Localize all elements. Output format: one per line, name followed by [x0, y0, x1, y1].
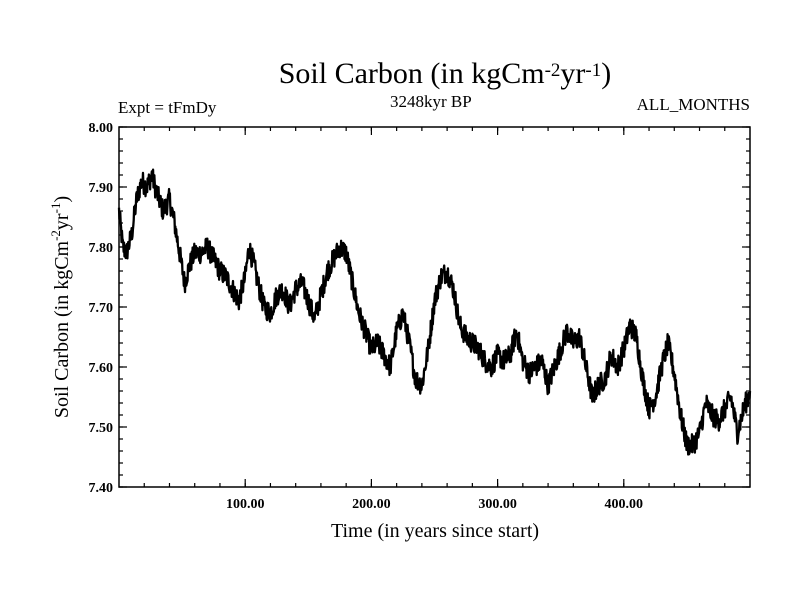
- experiment-label: Expt = tFmDy: [118, 98, 217, 117]
- y-tick-label: 8.00: [89, 121, 114, 136]
- subtitle: 3248kyr BP: [390, 92, 472, 111]
- x-axis-label: Time (in years since start): [331, 520, 539, 542]
- y-tick-label: 7.50: [89, 421, 114, 436]
- y-tick-label: 7.90: [89, 181, 114, 196]
- y-tick-label: 7.40: [89, 481, 114, 496]
- y-tick-label: 7.70: [89, 301, 114, 316]
- y-axis-label: Soil Carbon (in kgCm-2yr-1): [48, 196, 73, 418]
- y-tick-label: 7.60: [89, 361, 114, 376]
- x-tick-label: 300.00: [478, 497, 517, 512]
- y-tick-label: 7.80: [89, 241, 114, 256]
- months-label: ALL_MONTHS: [636, 95, 750, 114]
- series-line-soil-carbon: [117, 168, 752, 456]
- chart-title: Soil Carbon (in kgCm-2yr-1): [278, 57, 612, 90]
- x-tick-label: 100.00: [226, 497, 265, 512]
- x-tick-label: 200.00: [352, 497, 391, 512]
- x-tick-label: 400.00: [605, 497, 644, 512]
